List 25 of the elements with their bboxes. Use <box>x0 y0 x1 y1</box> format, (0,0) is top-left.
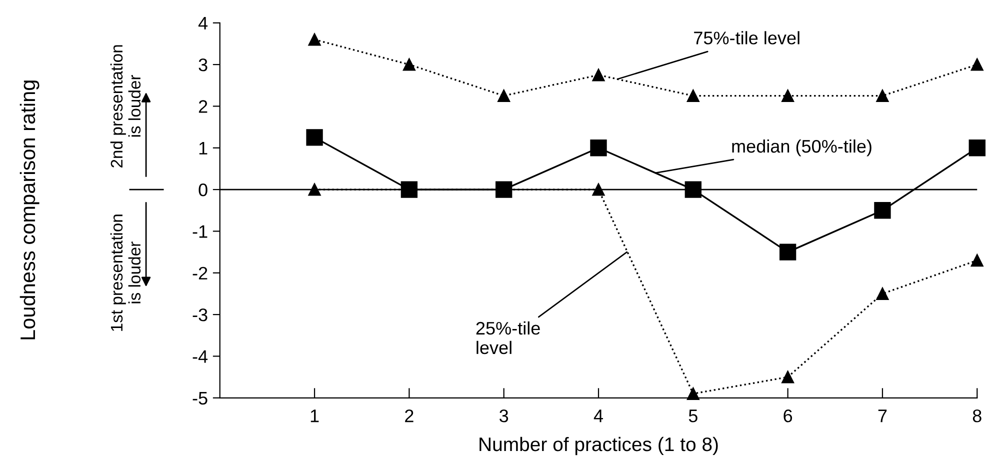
y-tick-label: -1 <box>192 225 208 238</box>
x-tick-label: 3 <box>500 409 508 422</box>
annotation: 75%-tile level <box>694 31 800 44</box>
x-tick-label: 1 <box>310 410 319 422</box>
x-tick-label: 6 <box>784 409 792 422</box>
x-tick-label: 8 <box>972 409 982 422</box>
y-tick-label: 1 <box>199 142 208 154</box>
y-tick-label: 3 <box>198 58 208 72</box>
y-tick-label: -3 <box>192 308 208 322</box>
text: 2nd presentation is louder <box>110 45 141 168</box>
text: 1st presentation is louder <box>110 214 141 331</box>
x-tick-label: 5 <box>688 410 698 422</box>
y-tick-label: 4 <box>198 17 208 30</box>
annotation: 25%-tile level <box>476 321 540 354</box>
y-tick-label: -4 <box>192 350 208 363</box>
annotation: median (50%-tile) <box>732 139 872 156</box>
x-tick-label: 7 <box>878 410 887 422</box>
x-axis-title: Number of practices (1 to 8) <box>480 436 718 456</box>
y-tick-label: -2 <box>192 266 208 280</box>
x-tick-label: 4 <box>594 410 603 422</box>
x-tick-label: 2 <box>405 409 414 422</box>
y-tick-label: 0 <box>198 183 208 196</box>
y-tick-label: -5 <box>192 392 208 405</box>
text: Loudness comparison rating <box>20 80 40 340</box>
y-tick-label: 2 <box>198 100 208 113</box>
